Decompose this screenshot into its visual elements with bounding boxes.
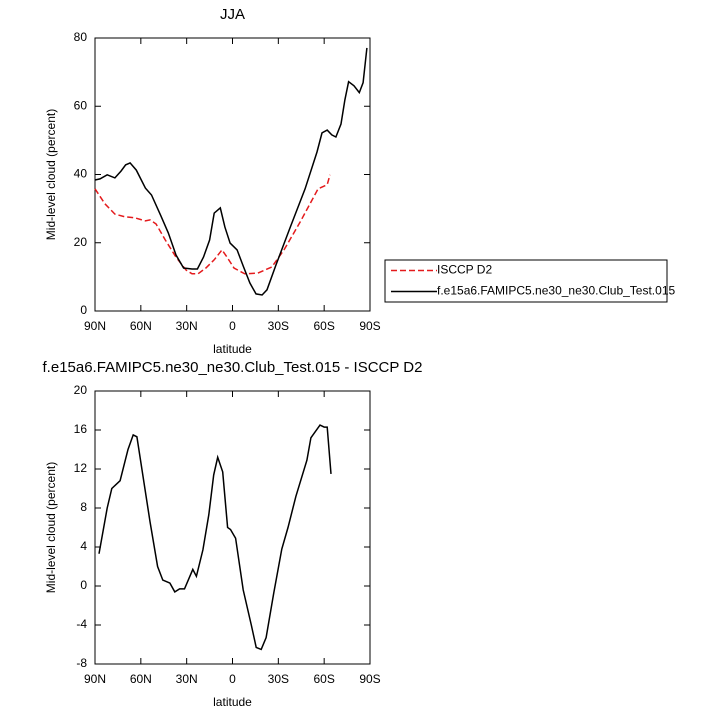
- legend-label: f.e15a6.FAMIPC5.ne30_ne30.Club_Test.015: [437, 284, 675, 298]
- y-tick-label: 12: [74, 461, 88, 475]
- y-tick-label: 0: [80, 578, 87, 592]
- y-tick-label: 20: [74, 383, 88, 397]
- y-tick-label: 8: [80, 500, 87, 514]
- plot-frame: [94, 390, 371, 665]
- y-tick-label: 0: [80, 303, 87, 317]
- x-tick-label: 60N: [130, 319, 152, 333]
- y-tick-label: 60: [74, 98, 88, 112]
- x-tick-label: 90S: [359, 319, 380, 333]
- x-tick-label: 60S: [313, 672, 334, 686]
- y-axis-label: Mid-level cloud (percent): [44, 109, 58, 240]
- y-tick-label: 20: [74, 235, 88, 249]
- x-axis-label: latitude: [213, 342, 252, 356]
- plot-frame: [94, 37, 371, 312]
- legend: ISCCP D2 f.e15a6.FAMIPC5.ne30_ne30.Club_T…: [384, 259, 675, 303]
- chart-title: JJA: [220, 6, 245, 23]
- y-tick-label: 40: [74, 167, 88, 181]
- chart-title: f.e15a6.FAMIPC5.ne30_ne30.Club_Test.015 …: [43, 359, 423, 376]
- x-tick-label: 90N: [84, 319, 106, 333]
- x-tick-label: 30N: [176, 672, 198, 686]
- series-line: [94, 174, 331, 275]
- x-tick-label: 90S: [359, 672, 380, 686]
- x-tick-label: 60S: [313, 319, 334, 333]
- series-line: [94, 47, 368, 296]
- y-tick-label: 16: [74, 422, 88, 436]
- x-tick-label: 30S: [268, 319, 289, 333]
- x-tick-label: 0: [229, 319, 236, 333]
- legend-box: [384, 259, 668, 303]
- y-tick-label: 4: [80, 539, 87, 553]
- x-tick-label: 90N: [84, 672, 106, 686]
- x-axis-label: latitude: [213, 695, 252, 709]
- x-tick-label: 60N: [130, 672, 152, 686]
- x-tick-label: 30S: [268, 672, 289, 686]
- y-tick-label: 80: [74, 30, 88, 44]
- y-axis-label: Mid-level cloud (percent): [44, 462, 58, 593]
- y-tick-label: -8: [76, 656, 87, 670]
- y-tick-label: -4: [76, 617, 87, 631]
- x-tick-label: 30N: [176, 319, 198, 333]
- series-line: [98, 424, 332, 651]
- x-tick-label: 0: [229, 672, 236, 686]
- legend-label: ISCCP D2: [437, 263, 492, 277]
